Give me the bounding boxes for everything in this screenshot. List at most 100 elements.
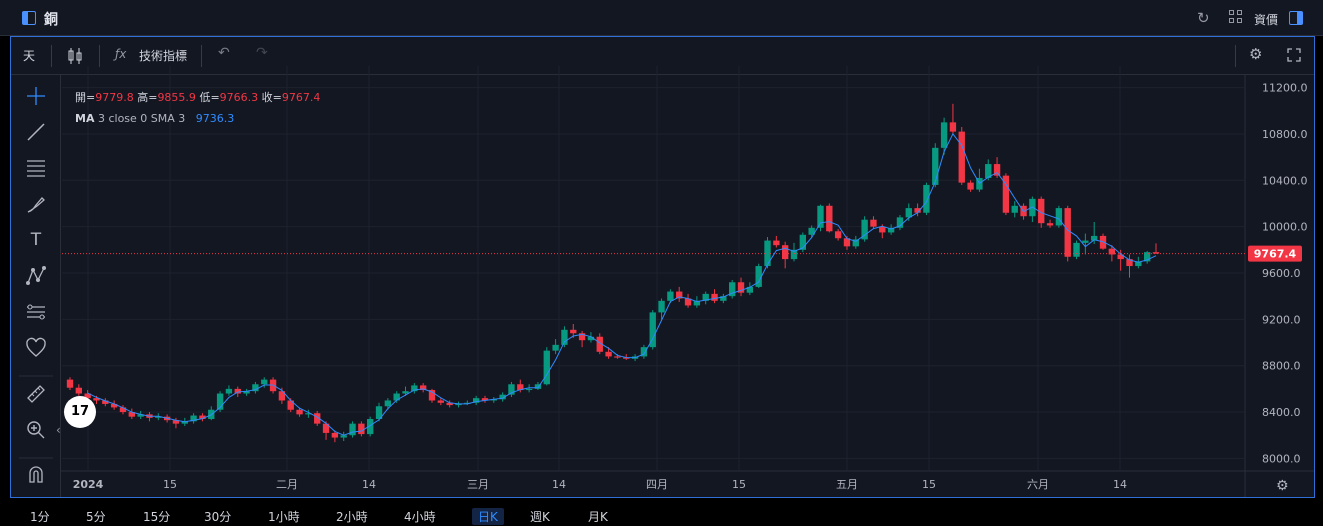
candle-body[interactable] (949, 122, 957, 132)
fullscreen-icon[interactable] (1287, 48, 1301, 62)
candle-body[interactable] (375, 406, 383, 420)
candle-body[interactable] (561, 329, 568, 345)
candle-body[interactable] (481, 398, 489, 401)
candle-body[interactable] (402, 391, 409, 394)
candle-body[interactable] (322, 423, 330, 433)
candle-body[interactable] (446, 402, 453, 406)
candle-body[interactable] (384, 400, 392, 407)
candle-body[interactable] (773, 240, 780, 246)
candle-body[interactable] (596, 336, 603, 352)
candle-body[interactable] (508, 384, 515, 395)
candle-body[interactable] (119, 407, 127, 413)
candle-body[interactable] (967, 182, 974, 190)
measure-lines-icon[interactable] (25, 301, 47, 323)
candle-body[interactable] (419, 385, 427, 391)
candle-body[interactable] (658, 300, 665, 313)
candle-body[interactable] (755, 266, 762, 287)
candle-body[interactable] (614, 356, 621, 358)
candle-body[interactable] (667, 291, 674, 301)
candle-body[interactable] (887, 227, 895, 233)
candle-body[interactable] (587, 336, 595, 341)
candle-body[interactable] (190, 415, 197, 422)
candle-body[interactable] (1117, 254, 1124, 260)
timeframe-button[interactable]: 1分 (30, 510, 50, 524)
candle-body[interactable] (1099, 235, 1107, 249)
candle-body[interactable] (367, 419, 374, 435)
candle-body[interactable] (437, 400, 445, 403)
candle-body[interactable] (623, 357, 630, 359)
candle-body[interactable] (102, 400, 109, 404)
candle-body[interactable] (720, 296, 727, 301)
timeframe-button[interactable]: 月K (588, 510, 608, 524)
indicators-button[interactable]: 技術指標 (139, 49, 188, 63)
candle-body[interactable] (649, 312, 656, 348)
candle-body[interactable] (181, 421, 188, 424)
candle-body[interactable] (490, 399, 497, 401)
candle-body[interactable] (499, 394, 506, 400)
candle-body[interactable] (455, 403, 462, 406)
candle-body[interactable] (1029, 198, 1036, 217)
candle-body[interactable] (1038, 198, 1045, 224)
candle-body[interactable] (914, 208, 921, 213)
candle-body[interactable] (879, 226, 886, 233)
candle-body[interactable] (711, 293, 718, 301)
candle-body[interactable] (358, 423, 365, 435)
candle-body[interactable] (331, 432, 339, 438)
candle-body[interactable] (861, 219, 868, 240)
candle-body[interactable] (543, 350, 550, 385)
timeframe-button[interactable]: 15分 (143, 510, 171, 524)
timeframe-button[interactable]: 1小時 (268, 510, 300, 524)
zoom-icon[interactable] (25, 419, 47, 441)
candle-body[interactable] (790, 249, 798, 260)
candle-body[interactable] (923, 184, 930, 213)
candle-body[interactable] (75, 387, 83, 394)
panel-right-icon[interactable] (1289, 11, 1303, 25)
candle-body[interactable] (852, 239, 859, 247)
candle-body[interactable] (1135, 261, 1142, 267)
ma-legend[interactable]: MA 3 close 0 SMA 3 9736.3 (75, 112, 234, 125)
candle-body[interactable] (640, 347, 648, 357)
candle-body[interactable] (737, 282, 745, 293)
candle-body[interactable] (843, 238, 851, 247)
candle-body[interactable] (870, 219, 877, 227)
candle-body[interactable] (985, 164, 992, 178)
candle-body[interactable] (252, 384, 259, 392)
candle-body[interactable] (905, 208, 912, 218)
candle-body[interactable] (932, 147, 939, 185)
candle-body[interactable] (393, 393, 400, 401)
redo-icon[interactable]: ↷ (256, 45, 268, 61)
candle-body[interactable] (1082, 240, 1089, 243)
tv-logo-icon[interactable]: 17 (64, 396, 96, 428)
candle-body[interactable] (1108, 248, 1116, 255)
candle-body[interactable] (199, 415, 206, 420)
candle-body[interactable] (472, 398, 480, 403)
timeframe-button[interactable]: 30分 (204, 510, 232, 524)
candle-body[interactable] (693, 300, 701, 306)
candle-body[interactable] (729, 282, 736, 297)
candle-body[interactable] (958, 131, 965, 183)
candle-body[interactable] (314, 413, 321, 424)
candle-body[interactable] (552, 344, 559, 351)
candle-body[interactable] (834, 231, 842, 239)
candle-body[interactable] (1152, 252, 1160, 254)
candle-body[interactable] (243, 391, 250, 394)
candle-body[interactable] (534, 384, 542, 389)
settings-icon[interactable]: ⚙ (1249, 45, 1263, 63)
candle-body[interactable] (605, 351, 612, 357)
candle-body[interactable] (702, 293, 709, 301)
timeframe-button[interactable]: 日K (472, 508, 504, 525)
candle-body[interactable] (993, 164, 1001, 176)
candle-body[interactable] (799, 234, 807, 250)
candle-body[interactable] (896, 217, 904, 228)
candle-body[interactable] (746, 286, 754, 293)
candle-body[interactable] (578, 333, 586, 341)
candle-body[interactable] (940, 122, 948, 148)
candle-body[interactable] (1046, 223, 1054, 226)
candle-body[interactable] (349, 423, 356, 436)
candle-body[interactable] (817, 205, 824, 228)
candle-body[interactable] (155, 416, 162, 418)
candle-body[interactable] (340, 435, 347, 438)
candle-body[interactable] (278, 391, 286, 401)
refresh-icon[interactable]: ↻ (1197, 9, 1210, 27)
pattern-icon[interactable] (25, 265, 47, 287)
